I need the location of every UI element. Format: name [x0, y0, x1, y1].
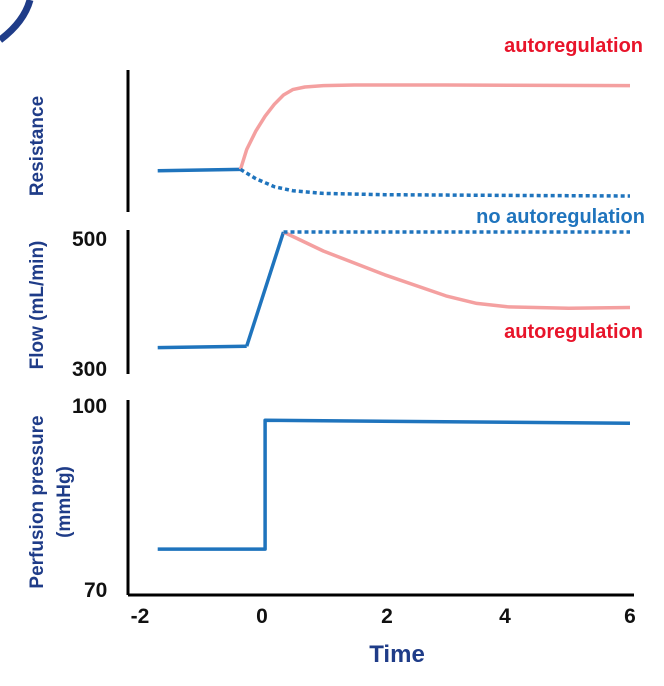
x-tick-2: 2 — [381, 605, 393, 628]
x-tick-6: 6 — [624, 605, 636, 628]
resistance-baseline-line — [157, 167, 241, 173]
resistance-panel — [157, 83, 631, 198]
flow-y-label: Flow (mL/min) — [27, 241, 48, 370]
pressure-y-label-line2: (mmHg) — [54, 466, 75, 538]
x-tick-4: 4 — [499, 605, 511, 628]
flow-rise-line — [245, 231, 286, 347]
resistance-autoregulation-line — [238, 83, 631, 170]
pressure-panel — [157, 418, 631, 551]
panel-badge-circle-fragment — [0, 0, 34, 43]
pressure-y-tick-70: 70 — [84, 579, 107, 602]
pressure-y-tick-100: 100 — [72, 395, 107, 418]
x-tick-0: 0 — [256, 605, 268, 628]
flow-y-tick-500: 500 — [72, 228, 107, 251]
flow-autoregulation-line — [282, 230, 631, 310]
flow-baseline-line — [157, 344, 247, 350]
annotation-autoregulation-top: autoregulation — [504, 35, 643, 57]
flow-panel — [157, 230, 631, 350]
flow-y-tick-300: 300 — [72, 358, 107, 381]
annotation-no-autoregulation: no autoregulation — [476, 206, 645, 228]
pressure-y-label-line1: Perfusion pressure — [27, 415, 48, 588]
resistance-no-autoregulation-line — [239, 167, 631, 198]
annotation-autoregulation-mid: autoregulation — [504, 321, 643, 343]
x-tick-minus2: -2 — [131, 605, 150, 628]
pressure-line — [157, 418, 631, 551]
resistance-y-label: Resistance — [27, 96, 48, 196]
x-axis-label: Time — [369, 641, 425, 668]
